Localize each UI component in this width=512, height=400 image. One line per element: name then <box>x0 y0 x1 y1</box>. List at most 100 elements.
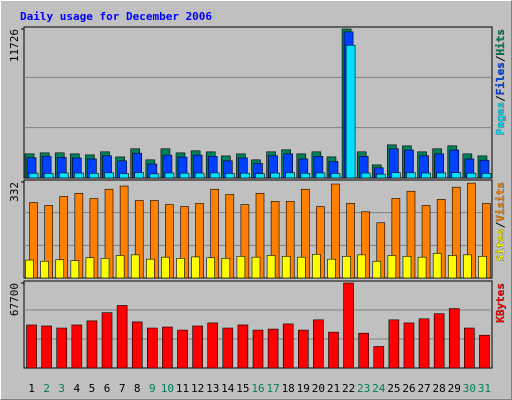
bar <box>282 323 294 369</box>
bar <box>89 172 99 179</box>
bar <box>463 254 472 279</box>
bar <box>313 319 324 369</box>
x-tick-label: 15 <box>236 382 249 395</box>
bar <box>85 257 95 279</box>
bar <box>448 308 460 369</box>
x-tick-label: 27 <box>417 382 430 395</box>
bar <box>101 312 113 369</box>
x-tick-label: 10 <box>161 382 174 395</box>
bar <box>179 172 190 179</box>
bar <box>146 258 155 279</box>
bar <box>357 254 366 279</box>
bar <box>206 257 216 279</box>
legend: Pages/Files/Hits <box>494 29 507 135</box>
bar <box>330 173 341 179</box>
x-tick-label: 17 <box>266 382 279 395</box>
bar <box>194 172 205 179</box>
x-tick-label: 20 <box>312 382 325 395</box>
bar <box>55 259 65 279</box>
bar <box>281 256 291 279</box>
bar <box>297 329 309 369</box>
x-tick-label: 13 <box>206 382 219 395</box>
bar <box>481 173 492 179</box>
bar <box>372 260 382 279</box>
legend-entry: Sites <box>494 228 507 261</box>
x-tick-label: 4 <box>74 382 81 395</box>
bar <box>358 332 369 369</box>
x-tick-label: 18 <box>282 382 295 395</box>
x-tick-label: 1 <box>28 382 35 395</box>
bar <box>225 173 235 179</box>
x-tick-label: 31 <box>478 382 491 395</box>
bar <box>192 325 203 369</box>
bar <box>436 172 446 179</box>
bar <box>176 258 185 279</box>
bar <box>421 172 431 179</box>
bar <box>116 305 128 369</box>
legend: Sites/Visits <box>494 182 507 262</box>
bar <box>373 346 385 369</box>
bar <box>209 172 220 179</box>
bar <box>375 173 386 179</box>
x-tick-label: 7 <box>119 382 126 395</box>
bar <box>479 334 490 369</box>
legend: KBytes <box>494 283 507 323</box>
legend-entry: Files <box>494 62 507 95</box>
bar <box>161 256 170 279</box>
chart-title: Daily usage for December 2006 <box>20 10 212 23</box>
bar <box>345 44 356 179</box>
bar <box>58 172 69 179</box>
bar <box>255 173 265 179</box>
x-tick-label: 5 <box>89 382 96 395</box>
bar <box>402 256 412 279</box>
bar <box>478 256 487 279</box>
bar <box>342 256 351 279</box>
legend-entry: Pages <box>494 102 507 135</box>
bar <box>162 326 173 369</box>
y-tick-label: 67700 <box>8 283 21 316</box>
bar <box>28 172 39 179</box>
x-tick-label: 12 <box>191 382 204 395</box>
bar <box>433 313 445 369</box>
x-tick-label: 2 <box>43 382 50 395</box>
legend-entry: Visits <box>494 182 507 222</box>
bar <box>164 172 175 179</box>
bar <box>328 331 339 369</box>
bar <box>236 256 246 279</box>
bar <box>300 172 311 179</box>
x-tick-label: 14 <box>221 382 235 395</box>
x-tick-label: 9 <box>149 382 156 395</box>
x-tick-label: 6 <box>104 382 111 395</box>
x-tick-label: 30 <box>463 382 476 395</box>
bar <box>315 172 326 179</box>
bar <box>418 318 430 369</box>
bar <box>56 327 68 369</box>
bar <box>131 321 143 369</box>
bar <box>70 260 80 279</box>
bar <box>327 258 336 279</box>
bar <box>466 172 477 179</box>
bar <box>432 253 442 279</box>
y-tick-label: 332 <box>8 182 21 202</box>
bar <box>207 322 219 369</box>
bar <box>447 255 457 279</box>
bar <box>391 172 401 179</box>
bar <box>43 173 54 179</box>
bar <box>74 172 84 179</box>
bar <box>388 319 400 369</box>
x-tick-label: 21 <box>327 382 340 395</box>
bar <box>451 172 462 179</box>
legend-separator: / <box>494 95 507 102</box>
x-tick-label: 11 <box>176 382 189 395</box>
bar <box>177 329 188 369</box>
x-tick-label: 28 <box>433 382 446 395</box>
bar <box>130 254 140 279</box>
x-tick-label: 22 <box>342 382 355 395</box>
bar <box>41 325 52 369</box>
bar <box>417 256 427 279</box>
y-tick-label: 11726 <box>8 29 21 62</box>
bar <box>237 324 249 369</box>
legend-entry: Hits <box>494 29 507 56</box>
bar <box>149 173 160 179</box>
